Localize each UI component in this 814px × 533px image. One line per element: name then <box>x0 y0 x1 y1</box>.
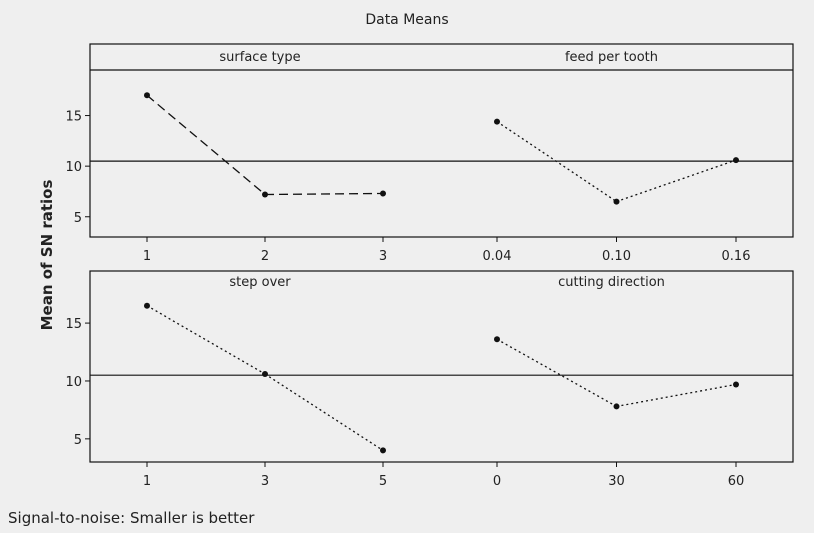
series-line-segment <box>146 305 266 375</box>
data-point <box>380 447 386 454</box>
data-point <box>262 371 268 378</box>
series-line-segment <box>496 338 617 408</box>
x-tick-label: 1 <box>143 249 151 264</box>
panel-title: cutting direction <box>558 275 665 290</box>
panel-title: surface type <box>219 50 300 65</box>
chart-title: Data Means <box>365 12 448 28</box>
data-point <box>380 190 386 197</box>
x-tick-label: 5 <box>379 474 387 489</box>
x-tick-label: 3 <box>261 474 269 489</box>
panel-row-frame <box>89 270 794 463</box>
series-line-segment <box>616 159 737 203</box>
x-tick-label: 0.16 <box>722 249 751 264</box>
x-tick-label: 0.10 <box>602 249 631 264</box>
series-line-segment <box>264 192 384 196</box>
y-tick-label: 10 <box>65 375 82 390</box>
panel-row-frame <box>89 43 794 238</box>
series-line-segment <box>146 94 266 195</box>
data-point <box>262 191 268 198</box>
y-axis-label: Mean of SN ratios <box>38 180 56 331</box>
data-point <box>144 92 150 99</box>
data-point <box>733 381 739 388</box>
data-point <box>144 302 150 309</box>
x-tick-label: 0.04 <box>483 249 512 264</box>
data-point <box>494 336 500 343</box>
y-tick-label: 15 <box>65 317 82 332</box>
footnote: Signal-to-noise: Smaller is better <box>8 509 255 527</box>
x-tick-label: 60 <box>728 474 745 489</box>
series-line-segment <box>264 373 384 451</box>
y-tick-label: 5 <box>74 433 82 448</box>
y-tick-label: 5 <box>74 211 82 226</box>
y-tick-label: 10 <box>65 160 82 175</box>
panel-title: feed per tooth <box>565 50 658 65</box>
x-tick-label: 1 <box>143 474 151 489</box>
series-line-segment <box>496 121 617 203</box>
series-line-segment <box>616 383 737 408</box>
x-tick-label: 3 <box>379 249 387 264</box>
x-tick-label: 30 <box>608 474 625 489</box>
panel-title: step over <box>229 275 291 290</box>
y-tick-label: 15 <box>65 110 82 125</box>
data-point <box>494 118 500 125</box>
x-tick-label: 0 <box>493 474 501 489</box>
data-point <box>613 198 620 205</box>
x-tick-label: 2 <box>261 249 269 264</box>
data-point <box>613 403 620 410</box>
data-point <box>733 157 739 164</box>
